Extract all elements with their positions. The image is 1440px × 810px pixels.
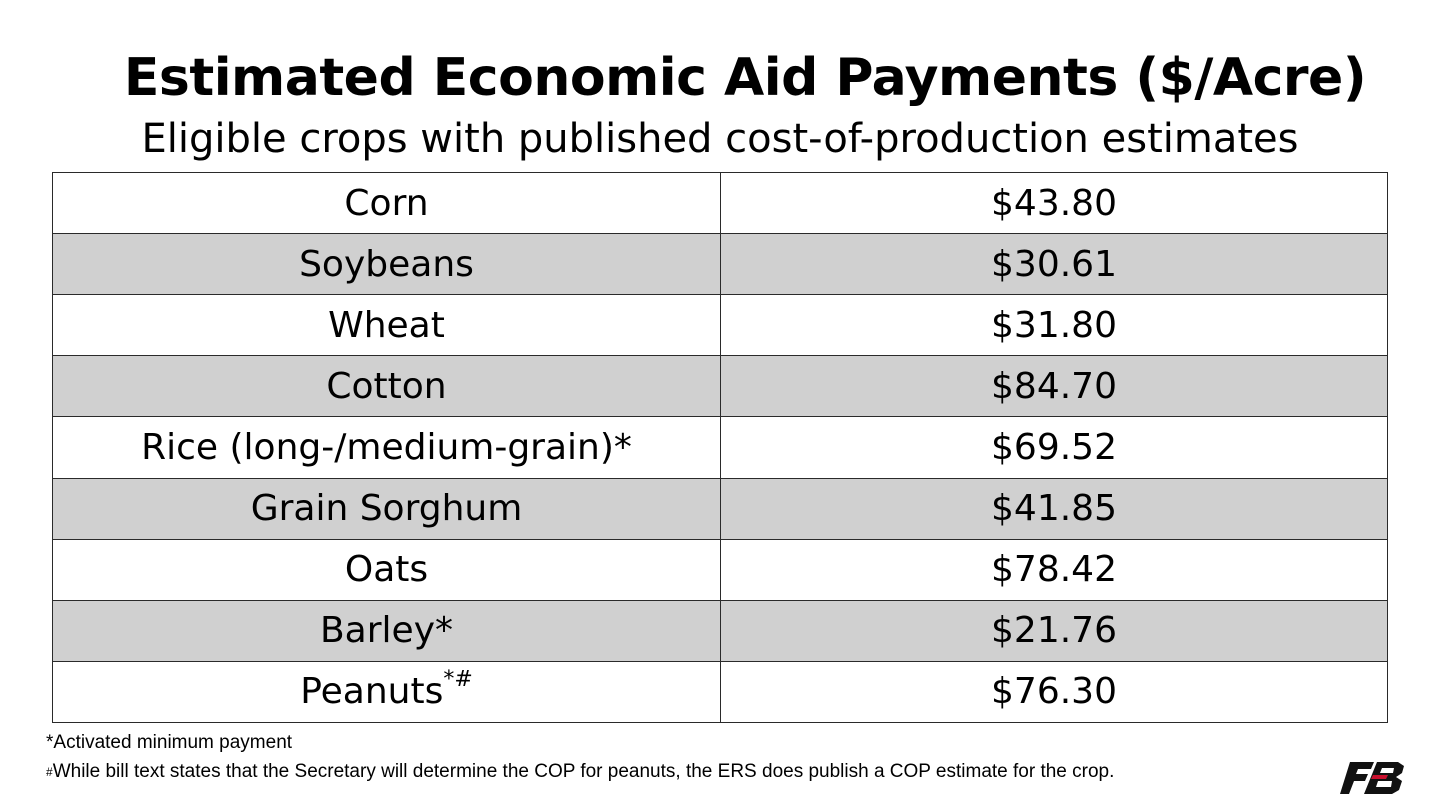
crop-name: Wheat [52, 294, 721, 357]
footnote-activated-minimum: *Activated minimum payment [46, 732, 293, 753]
footnote-peanuts-cop: #While bill text states that the Secreta… [46, 761, 1114, 783]
table-row: Grain Sorghum $41.85 [52, 477, 1388, 540]
page-subtitle: Eligible crops with published cost-of-pr… [141, 116, 1299, 162]
farm-bureau-logo-icon [1340, 758, 1410, 798]
table-row: Wheat $31.80 [52, 294, 1388, 357]
table-row: Barley* $21.76 [52, 599, 1388, 662]
payment-value: $78.42 [720, 538, 1388, 601]
payment-value: $21.76 [720, 599, 1388, 662]
table-row: Peanuts*# $76.30 [52, 660, 1388, 724]
crop-name: Soybeans [52, 233, 721, 296]
payment-value: $41.85 [720, 477, 1388, 540]
payment-value: $76.30 [720, 660, 1388, 724]
table-row: Corn $43.80 [52, 171, 1388, 235]
footnote-marker: # [46, 765, 53, 779]
crop-name: Oats [52, 538, 721, 601]
table-row: Cotton $84.70 [52, 355, 1388, 418]
payments-table: Corn $43.80 Soybeans $30.61 Wheat $31.80… [52, 171, 1388, 724]
crop-name: Peanuts [300, 671, 444, 713]
page-title: Estimated Economic Aid Payments ($/Acre) [123, 48, 1367, 108]
payment-value: $43.80 [720, 171, 1388, 235]
table-row: Soybeans $30.61 [52, 233, 1388, 296]
footnote-marker: *# [443, 667, 473, 693]
crop-name: Barley* [52, 599, 721, 662]
crop-name: Rice (long-/medium-grain)* [52, 416, 721, 479]
table-row: Rice (long-/medium-grain)* $69.52 [52, 416, 1388, 479]
crop-name: Cotton [52, 355, 721, 418]
table-row: Oats $78.42 [52, 538, 1388, 601]
payment-value: $31.80 [720, 294, 1388, 357]
crop-name: Grain Sorghum [52, 477, 721, 540]
crop-name: Corn [52, 171, 721, 235]
payment-value: $30.61 [720, 233, 1388, 296]
payment-value: $84.70 [720, 355, 1388, 418]
payment-value: $69.52 [720, 416, 1388, 479]
crop-cell: Peanuts*# [52, 660, 721, 724]
footnote-text: While bill text states that the Secretar… [52, 761, 1115, 782]
